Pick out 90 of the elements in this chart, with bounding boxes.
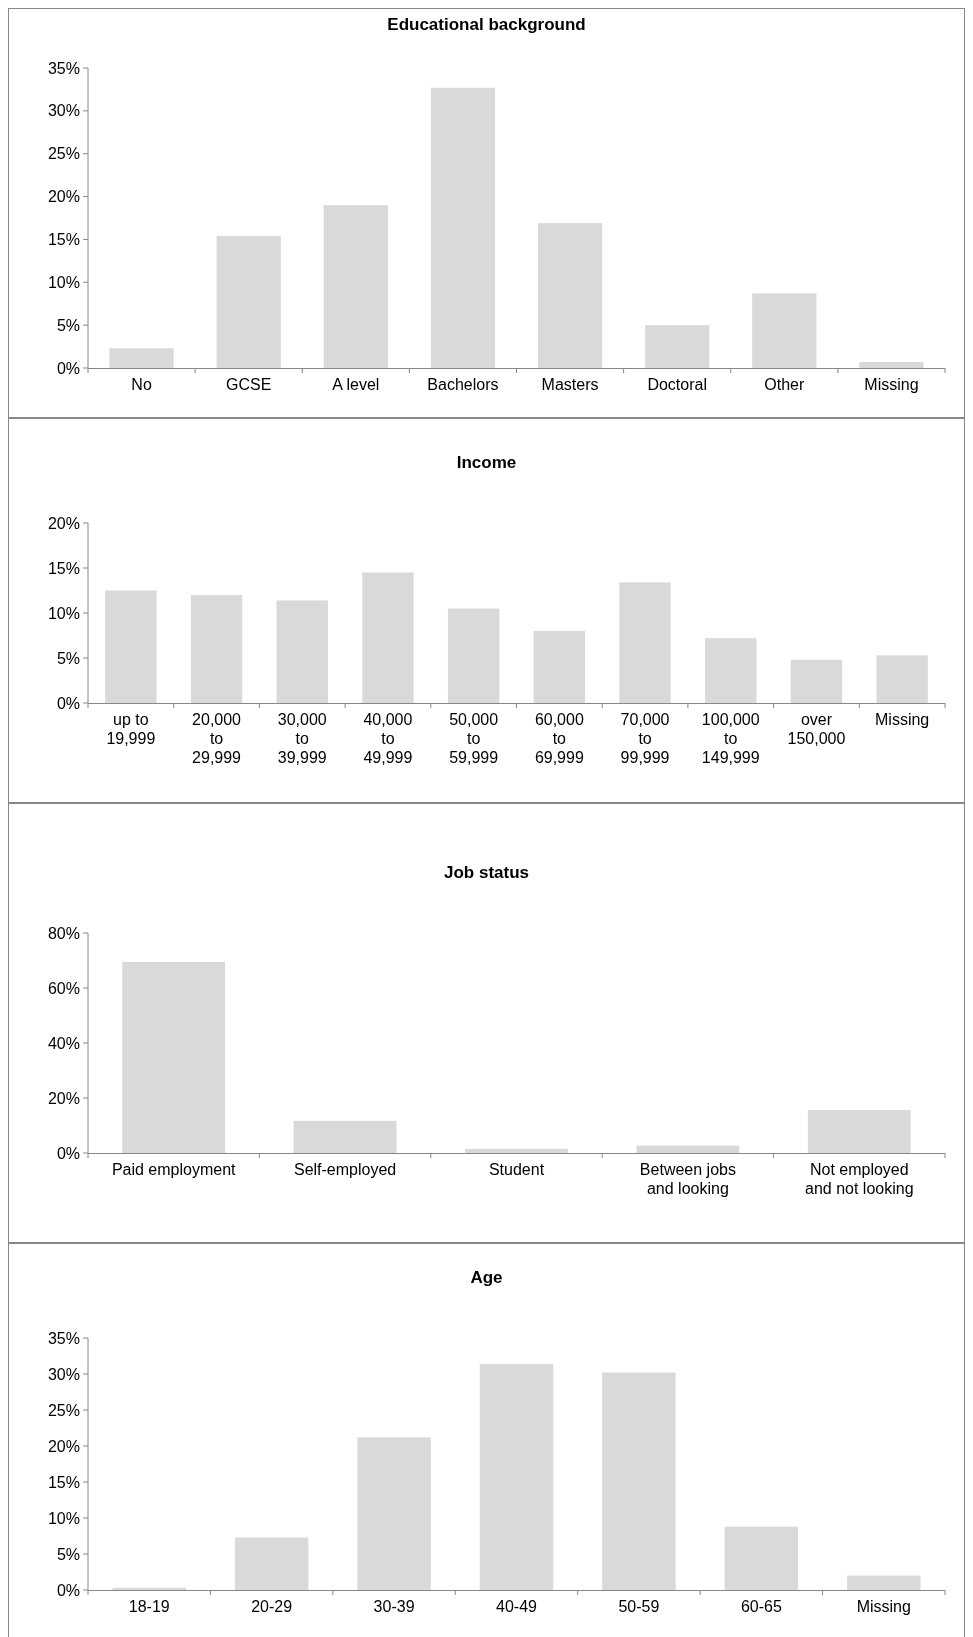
- y-tick-label: 30%: [47, 1365, 80, 1383]
- y-tick-label: 10%: [47, 273, 80, 291]
- y-tick-label: 60%: [47, 979, 80, 997]
- x-tick-label: 40-49: [496, 1598, 538, 1615]
- bar: [645, 325, 710, 368]
- x-tick-label: GCSE: [226, 376, 272, 393]
- y-tick-label: 10%: [47, 604, 80, 622]
- x-tick-label: Bachelors: [427, 376, 499, 393]
- x-tick-label: over 150,000: [787, 711, 846, 747]
- y-tick-label: 20%: [47, 514, 80, 532]
- x-tick-label: 20,000 to 29,999: [192, 711, 242, 766]
- x-tick-label: Missing: [856, 1598, 911, 1615]
- x-tick-label: No: [131, 376, 152, 393]
- y-tick-label: 15%: [47, 559, 80, 577]
- bar: [447, 608, 500, 703]
- y-tick-label: 5%: [56, 649, 80, 667]
- bar: [276, 600, 328, 703]
- bar: [859, 362, 924, 368]
- y-tick-label: 5%: [56, 1545, 80, 1563]
- bar: [807, 1110, 911, 1153]
- x-tick-label: Missing: [864, 376, 919, 393]
- x-tick-label: 20-29: [251, 1598, 293, 1615]
- bar: [190, 595, 243, 703]
- y-tick-label: 20%: [47, 1437, 80, 1455]
- y-tick-label: 5%: [56, 316, 80, 334]
- x-tick-label: Self-employed: [293, 1161, 397, 1178]
- x-tick-label: 40,000 to 49,999: [363, 711, 413, 766]
- x-tick-label: 100,000 to 149,999: [701, 711, 760, 766]
- y-tick-label: 0%: [56, 694, 80, 712]
- y-tick-label: 20%: [47, 1089, 80, 1107]
- y-tick-label: 10%: [47, 1509, 80, 1527]
- bar: [357, 1437, 431, 1590]
- x-tick-label: Between jobs and looking: [639, 1161, 736, 1197]
- bar: [533, 631, 586, 703]
- x-tick-label: Masters: [541, 376, 599, 393]
- x-tick-label: 60,000 to 69,999: [534, 711, 584, 766]
- x-tick-label: Not employed and not looking: [805, 1161, 914, 1197]
- x-tick-label: A level: [332, 376, 380, 393]
- y-tick-label: 15%: [47, 1473, 80, 1491]
- bar: [752, 293, 817, 368]
- y-tick-label: 15%: [47, 231, 80, 249]
- bar: [293, 1120, 397, 1153]
- x-tick-label: Missing: [875, 711, 930, 728]
- bar: [724, 1526, 799, 1590]
- y-tick-label: 20%: [47, 188, 80, 206]
- y-tick-label: 80%: [47, 924, 80, 942]
- y-tick-label: 25%: [47, 1401, 80, 1419]
- y-tick-label: 0%: [56, 1581, 80, 1599]
- bar: [602, 1372, 676, 1590]
- x-tick-label: Other: [764, 376, 805, 393]
- chart-title: Age: [470, 1268, 503, 1287]
- y-tick-label: 35%: [47, 59, 80, 77]
- bar: [122, 961, 226, 1153]
- x-tick-label: Paid employment: [111, 1161, 237, 1178]
- chart-title: Income: [456, 453, 517, 472]
- bar: [430, 87, 496, 368]
- bar: [847, 1575, 921, 1590]
- bar: [216, 236, 281, 368]
- bar: [234, 1537, 309, 1590]
- bar: [105, 590, 157, 703]
- y-tick-label: 25%: [47, 145, 80, 163]
- y-tick-label: 30%: [47, 102, 80, 120]
- bar: [323, 205, 388, 368]
- chart-title: Job status: [443, 863, 530, 882]
- x-tick-label: up to 19,999: [106, 711, 156, 747]
- bar: [479, 1363, 554, 1590]
- chart-title: Educational background: [387, 15, 586, 34]
- y-tick-label: 0%: [56, 359, 80, 377]
- bar: [619, 582, 671, 703]
- x-tick-label: 50-59: [618, 1598, 660, 1615]
- bar: [109, 348, 174, 368]
- y-tick-label: 0%: [56, 1144, 80, 1162]
- x-tick-label: 30-39: [373, 1598, 415, 1615]
- x-tick-label: 70,000 to 99,999: [620, 711, 670, 766]
- bar: [790, 659, 843, 703]
- bar: [876, 655, 928, 703]
- x-tick-label: 50,000 to 59,999: [449, 711, 499, 766]
- bar: [636, 1145, 740, 1153]
- bar: [465, 1148, 568, 1153]
- x-tick-label: 60-65: [740, 1598, 782, 1615]
- x-tick-label: Doctoral: [647, 376, 707, 393]
- bar: [537, 223, 603, 368]
- x-tick-label: Student: [488, 1161, 545, 1178]
- bar: [112, 1587, 186, 1590]
- bar: [705, 638, 757, 703]
- y-tick-label: 40%: [47, 1034, 80, 1052]
- y-tick-label: 35%: [47, 1329, 80, 1347]
- x-tick-label: 30,000 to 39,999: [277, 711, 327, 766]
- bar: [362, 572, 414, 703]
- x-tick-label: 18-19: [128, 1598, 170, 1615]
